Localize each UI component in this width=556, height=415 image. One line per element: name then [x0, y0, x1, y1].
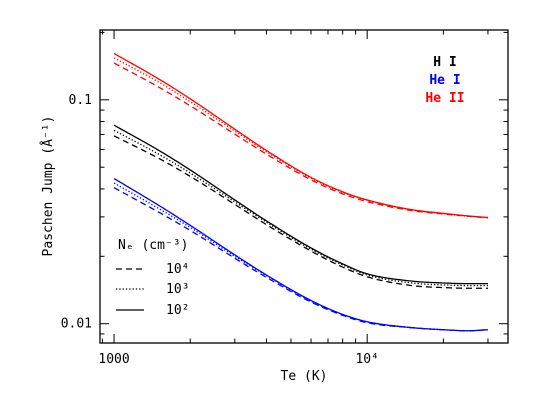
species-legend: H I He I He II	[425, 55, 464, 106]
density-legend-label-1e2: 10²	[166, 303, 189, 318]
series-line-hei-solid	[113, 177, 488, 332]
series-layer	[113, 52, 489, 332]
y-tick-label: 0.01	[61, 317, 92, 332]
series-line-hi-solid	[113, 124, 488, 285]
x-axis-label: Te (K)	[281, 369, 328, 384]
density-legend-title: Nₑ (cm⁻³)	[118, 238, 188, 253]
series-line-heii-dashed	[113, 62, 489, 219]
species-legend-entry-heii: He II	[425, 91, 464, 106]
x-tick-label: 1000	[98, 352, 129, 367]
series-line-hi-dotted	[113, 129, 488, 287]
density-legend: Nₑ (cm⁻³) 10⁴ 10³ 10²	[116, 238, 189, 318]
species-legend-entry-hei: He I	[429, 73, 460, 88]
series-line-heii-dotted	[113, 57, 489, 219]
series-line-hei-dashed	[113, 187, 488, 332]
y-axis-label: Paschen Jump (Å⁻¹)	[40, 116, 56, 257]
axis-ticks: 1000 10⁴ 0.01 0.1	[61, 30, 508, 367]
y-tick-label: 0.1	[69, 93, 92, 108]
series-line-hi-dashed	[113, 135, 488, 289]
x-tick-label: 10⁴	[355, 352, 378, 367]
plot-frame	[99, 29, 509, 344]
density-legend-label-1e4: 10⁴	[166, 262, 189, 277]
density-legend-label-1e3: 10³	[166, 282, 189, 297]
species-legend-entry-hi: H I	[433, 55, 456, 70]
series-line-hei-dotted	[113, 182, 488, 332]
